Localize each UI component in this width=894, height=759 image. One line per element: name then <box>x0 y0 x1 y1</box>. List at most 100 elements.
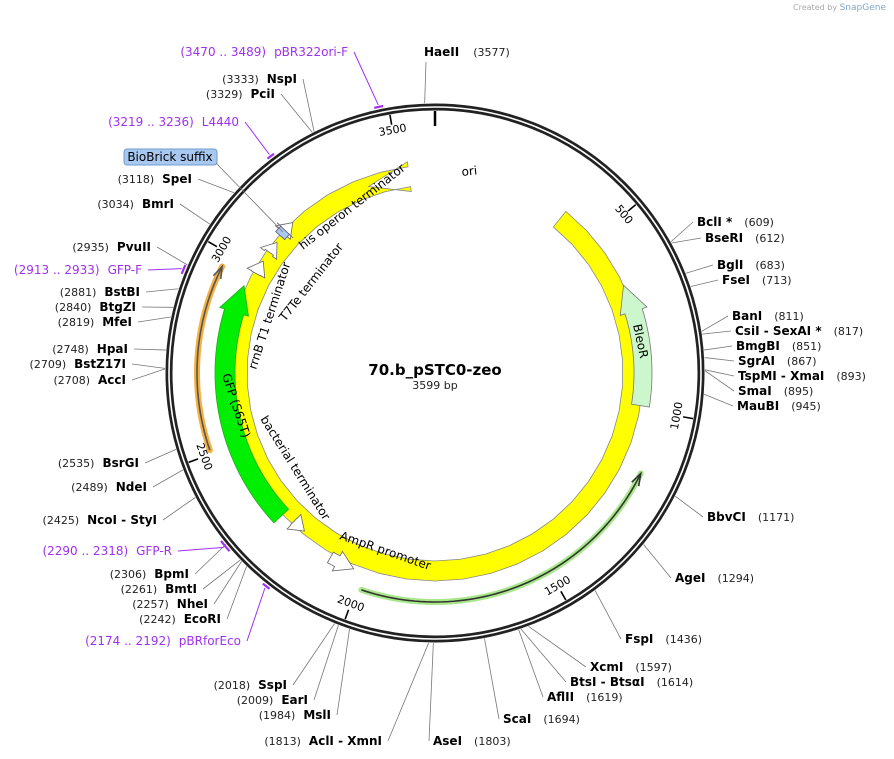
site-label[interactable]: (3333) NspI <box>222 72 297 86</box>
site-label[interactable]: (2819) MfeI <box>58 315 132 329</box>
primer-label[interactable]: (3470 .. 3489) pBR322ori-F <box>180 45 348 59</box>
rrnb-terminator-arrow[interactable] <box>246 260 266 279</box>
primer-l4440[interactable]: (3219 .. 3236) L4440 <box>108 115 275 160</box>
site-label[interactable]: TspMI - XmaI (893) <box>738 369 866 383</box>
site-label[interactable]: SgrAI (867) <box>738 354 817 368</box>
site-label[interactable]: (2261) BmtI <box>121 582 197 596</box>
site-label[interactable]: BseRI (612) <box>705 231 785 245</box>
site-acci[interactable]: (2708) AccI <box>53 368 166 387</box>
site-fspi[interactable]: FspI (1436) <box>594 590 702 646</box>
primer-label[interactable]: (3219 .. 3236) L4440 <box>108 115 239 129</box>
primer-pbrforeco[interactable]: (2174 .. 2192) pBRforEco <box>85 582 271 648</box>
site-haeii[interactable]: HaeII (3577) <box>424 45 510 104</box>
site-label[interactable]: HaeII (3577) <box>424 45 510 59</box>
site-pvuii[interactable]: (2935) PvuII <box>72 240 188 266</box>
site-label[interactable]: (2018) SspI <box>214 678 287 692</box>
site-msli[interactable]: (1984) MslI <box>259 629 350 722</box>
site-bseri[interactable]: BseRI (612) <box>671 231 785 245</box>
site-mfei[interactable]: (2819) MfeI <box>58 315 171 329</box>
site-bcli[interactable]: BclI * (609) <box>670 215 774 243</box>
biobrick-suffix-label[interactable]: BioBrick suffix <box>123 148 284 233</box>
site-sgrai[interactable]: SgrAI (867) <box>704 354 817 368</box>
primer-label[interactable]: (2913 .. 2933) GFP-F <box>14 263 142 277</box>
site-bani[interactable]: BanI (811) <box>701 309 804 332</box>
site-label[interactable]: MauBI (945) <box>737 399 821 413</box>
site-label[interactable]: AflII (1619) <box>547 690 623 704</box>
orange-feature-arrow[interactable] <box>193 263 226 454</box>
site-bstz17i[interactable]: (2709) BstZ17I <box>30 357 166 371</box>
primer-gfp-f[interactable]: (2913 .. 2933) GFP-F <box>14 263 187 277</box>
site-label[interactable]: (3118) SpeI <box>118 172 192 186</box>
site-ecori[interactable]: (2242) EcoRI <box>139 566 247 626</box>
site-pcii[interactable]: (3329) PciI <box>206 87 313 133</box>
primer-label[interactable]: (2174 .. 2192) pBRforEco <box>85 634 241 648</box>
t7te-terminator-arrow[interactable] <box>259 241 278 261</box>
feature-label-ori[interactable]: ori <box>461 163 478 179</box>
site-label[interactable]: (2257) NheI <box>132 597 208 611</box>
site-label[interactable]: (1984) MslI <box>259 708 331 722</box>
site-label[interactable]: (2748) HpaI <box>52 342 128 356</box>
site-bbvci[interactable]: BbvCI (1171) <box>675 495 794 524</box>
site-label[interactable]: (2708) AccI <box>53 373 126 387</box>
site-label[interactable]: XcmI (1597) <box>590 660 672 674</box>
ori-feature-arrow[interactable] <box>227 161 643 582</box>
site-label[interactable]: BmgBI (851) <box>736 339 821 353</box>
site-sspi[interactable]: (2018) SspI <box>214 623 335 692</box>
biobrick-suffix-feature[interactable] <box>275 222 294 241</box>
site-label[interactable]: (2709) BstZ17I <box>30 357 126 371</box>
site-label[interactable]: (3329) PciI <box>206 87 275 101</box>
site-bgli[interactable]: BglI (683) <box>685 258 785 274</box>
site-label[interactable]: (2935) PvuII <box>72 240 151 254</box>
site-btsi[interactable]: BtsI - BtsαI (1614) <box>520 628 693 689</box>
site-hpai[interactable]: (2748) HpaI <box>52 342 166 356</box>
site-tspmi[interactable]: TspMI - XmaI (893) <box>704 369 866 383</box>
site-label[interactable]: FseI (713) <box>722 273 792 287</box>
site-spei[interactable]: (3118) SpeI <box>118 172 235 194</box>
site-csii[interactable]: CsiI - SexAI * (817) <box>702 324 863 338</box>
site-nspi[interactable]: (3333) NspI <box>222 72 315 132</box>
site-bsrgi[interactable]: (2535) BsrGI <box>58 448 177 470</box>
site-maubi[interactable]: MauBI (945) <box>704 393 821 413</box>
site-asei[interactable]: AseI (1803) <box>428 642 511 748</box>
site-fsei[interactable]: FseI (713) <box>690 273 792 287</box>
site-label[interactable]: BclI * (609) <box>697 215 774 229</box>
site-label[interactable]: FspI (1436) <box>625 632 702 646</box>
site-label[interactable]: CsiI - SexAI * (817) <box>735 324 863 338</box>
site-label[interactable]: BglI (683) <box>717 258 785 272</box>
bleor-feature-arrow[interactable] <box>619 284 653 408</box>
bacterial-terminator-arrow[interactable] <box>286 513 305 532</box>
site-acli[interactable]: (1813) AclI - XmnI <box>264 642 430 748</box>
site-label[interactable]: (2881) BstBI <box>60 285 140 299</box>
site-btgzi[interactable]: (2840) BtgZI <box>55 300 174 314</box>
ampr-promoter-arrow[interactable] <box>326 550 355 572</box>
site-scai[interactable]: ScaI (1694) <box>484 638 580 726</box>
site-eari[interactable]: (2009) EarI <box>237 625 339 707</box>
site-ndei[interactable]: (2489) NdeI <box>71 469 184 494</box>
site-label[interactable]: BanI (811) <box>732 309 804 323</box>
site-label[interactable]: (2489) NdeI <box>71 480 147 494</box>
site-nhei[interactable]: (2257) NheI <box>132 561 242 611</box>
site-label[interactable]: (2840) BtgZI <box>55 300 136 314</box>
site-aflii[interactable]: AflII (1619) <box>518 629 623 704</box>
site-label[interactable]: (1813) AclI - XmnI <box>264 734 382 748</box>
site-label[interactable]: (2425) NcoI - StyI <box>43 513 157 527</box>
site-label[interactable]: ScaI (1694) <box>503 712 580 726</box>
site-bpmi[interactable]: (2306) BpmI <box>110 543 227 581</box>
site-bmti[interactable]: (2261) BmtI <box>121 559 241 596</box>
site-label[interactable]: BtsI - BtsαI (1614) <box>570 675 693 689</box>
site-bstbi[interactable]: (2881) BstBI <box>60 285 179 299</box>
primer-label[interactable]: (2290 .. 2318) GFP-R <box>42 544 172 558</box>
site-label[interactable]: (3034) BmrI <box>97 197 174 211</box>
site-label[interactable]: (2306) BpmI <box>110 567 189 581</box>
site-bmgbi[interactable]: BmgBI (851) <box>703 339 821 353</box>
site-agei[interactable]: AgeI (1294) <box>643 544 755 585</box>
ampr-feature-arrow[interactable] <box>358 470 644 605</box>
site-ncoi[interactable]: (2425) NcoI - StyI <box>43 497 196 527</box>
site-label[interactable]: SmaI (895) <box>738 384 813 398</box>
site-smai[interactable]: SmaI (895) <box>704 370 813 398</box>
site-label[interactable]: BbvCI (1171) <box>707 510 794 524</box>
gfp-feature-arrow[interactable] <box>214 284 290 524</box>
primer-gfp-r[interactable]: (2290 .. 2318) GFP-R <box>42 540 231 558</box>
site-xcmi[interactable]: XcmI (1597) <box>528 625 672 674</box>
site-bmri[interactable]: (3034) BmrI <box>97 197 211 225</box>
